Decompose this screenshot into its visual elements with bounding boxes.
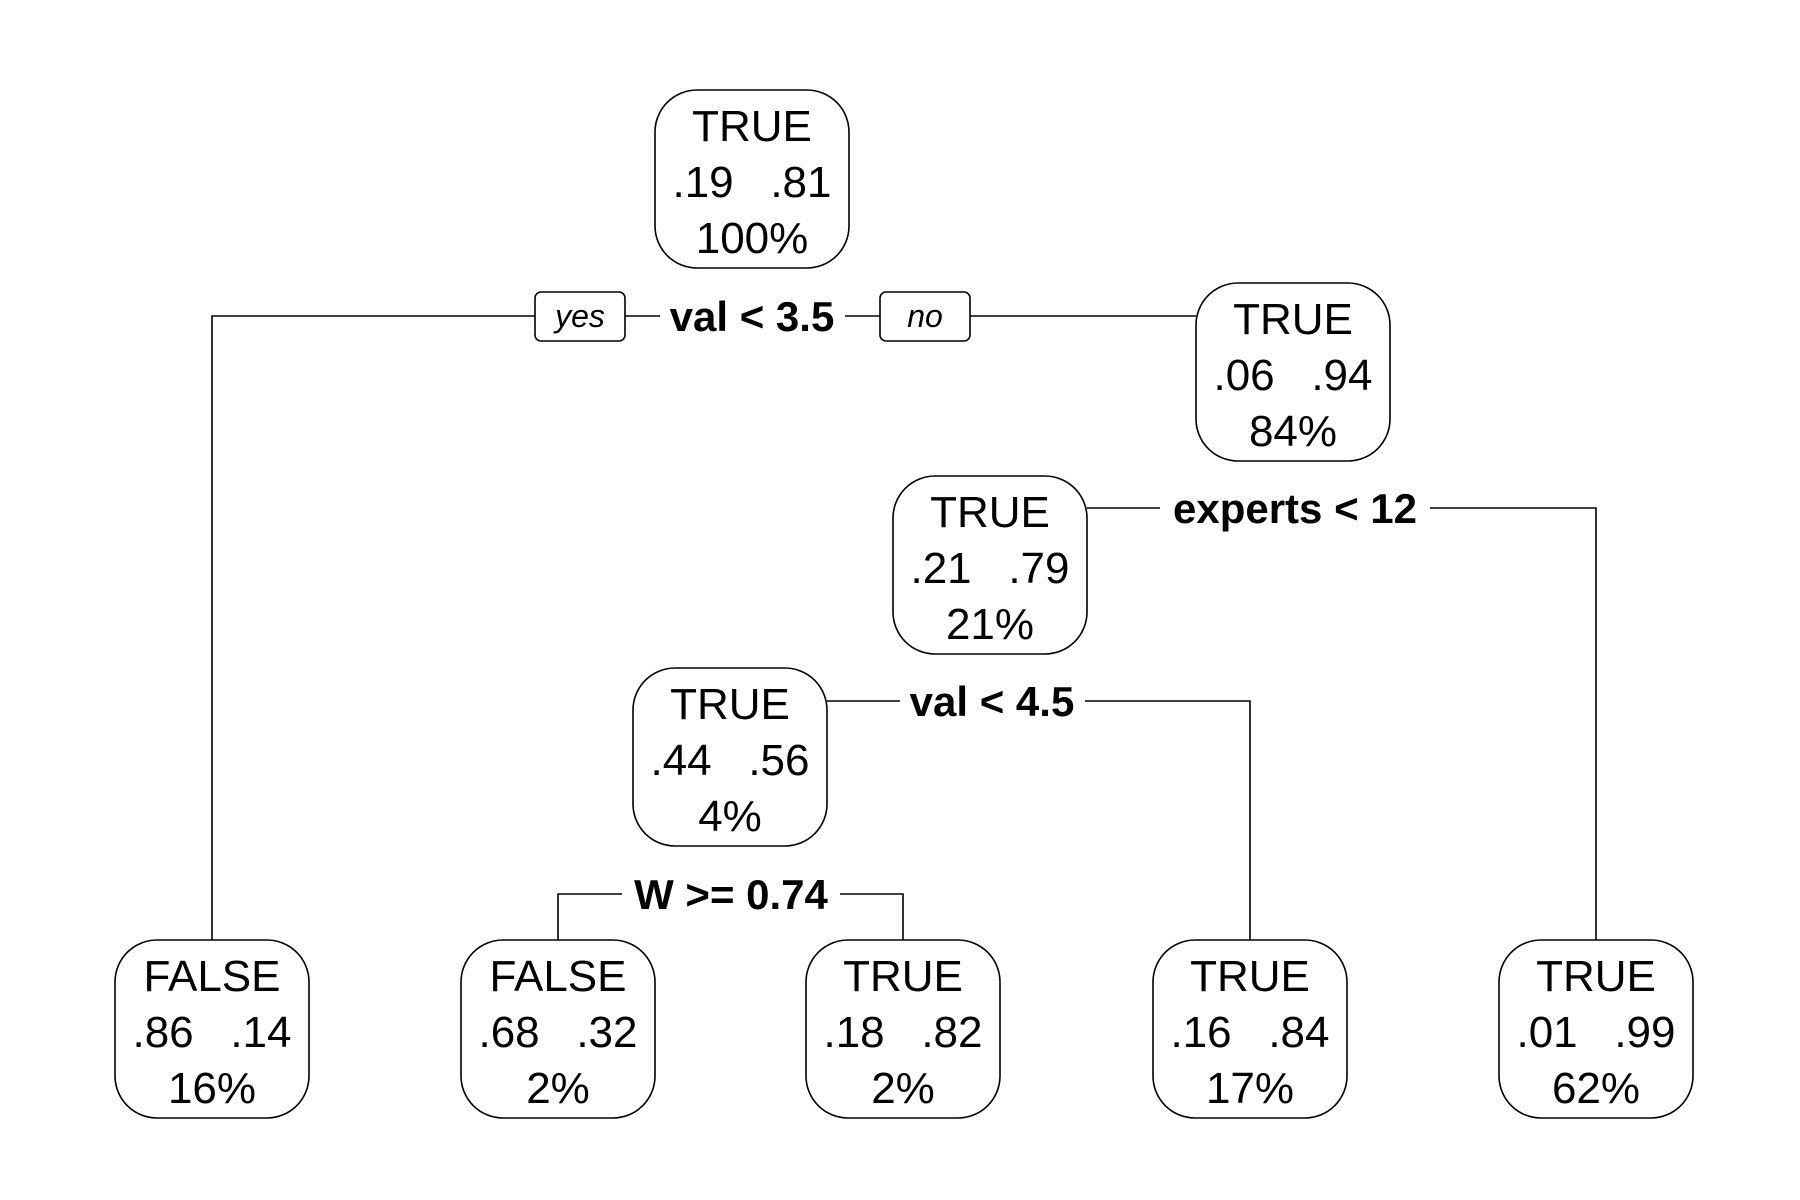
node-probs: .16 .84 <box>1170 1008 1329 1057</box>
svg-text:experts < 12: experts < 12 <box>1173 485 1417 532</box>
node-share: 2% <box>871 1064 935 1113</box>
leaf-node-25: TRUE .18 .82 2% <box>805 939 1001 1119</box>
edge-split2-right <box>1430 507 1597 940</box>
node-share: 16% <box>168 1064 256 1113</box>
node-class-label: TRUE <box>1536 952 1656 1001</box>
svg-text:val < 3.5: val < 3.5 <box>670 293 835 340</box>
node-class-label: TRUE <box>930 488 1050 537</box>
node-6: TRUE .21 .79 21% <box>892 475 1088 655</box>
edge-split3-right <box>1085 700 1251 940</box>
node-probs: .44 .56 <box>650 736 809 785</box>
tree-edges <box>211 315 1597 940</box>
split-label-experts-12: experts < 12 <box>1160 482 1430 534</box>
svg-text:val < 4.5: val < 4.5 <box>910 678 1075 725</box>
node-class-label: TRUE <box>670 680 790 729</box>
node-probs: .06 .94 <box>1213 351 1372 400</box>
node-probs: .18 .82 <box>823 1008 982 1057</box>
node-class-label: FALSE <box>490 952 627 1001</box>
node-class-label: TRUE <box>692 102 812 151</box>
node-3: TRUE .06 .94 84% <box>1195 282 1391 462</box>
node-class-label: TRUE <box>1233 295 1353 344</box>
leaf-node-2: FALSE .86 .14 16% <box>114 939 310 1119</box>
node-probs: .01 .99 <box>1516 1008 1675 1057</box>
node-share: 84% <box>1249 407 1337 456</box>
split-label-val-3-5: val < 3.5 <box>660 290 845 342</box>
svg-text:yes: yes <box>553 298 605 334</box>
node-probs: .86 .14 <box>132 1008 291 1057</box>
node-class-label: FALSE <box>144 952 281 1001</box>
node-probs: .21 .79 <box>910 544 1069 593</box>
branch-yes-box: yes <box>534 291 626 342</box>
node-share: 100% <box>696 214 809 263</box>
node-probs: .19 .81 <box>672 158 831 207</box>
node-share: 17% <box>1206 1064 1294 1113</box>
node-share: 2% <box>526 1064 590 1113</box>
split-label-w-0-74: W >= 0.74 <box>622 868 840 920</box>
node-class-label: TRUE <box>1190 952 1310 1001</box>
node-probs: .68 .32 <box>478 1008 637 1057</box>
leaf-node-24: FALSE .68 .32 2% <box>460 939 656 1119</box>
leaf-node-13: TRUE .16 .84 17% <box>1152 939 1348 1119</box>
edge-root-left <box>211 315 535 940</box>
leaf-node-7: TRUE .01 .99 62% <box>1498 939 1694 1119</box>
split-label-val-4-5: val < 4.5 <box>900 675 1085 727</box>
node-share: 62% <box>1552 1064 1640 1113</box>
node-share: 21% <box>946 600 1034 649</box>
node-class-label: TRUE <box>843 952 963 1001</box>
node-root: TRUE .19 .81 100% <box>654 89 850 269</box>
branch-no-box: no <box>879 291 971 342</box>
svg-text:W >= 0.74: W >= 0.74 <box>634 871 828 918</box>
svg-text:no: no <box>907 298 943 334</box>
node-share: 4% <box>698 792 762 841</box>
node-12: TRUE .44 .56 4% <box>632 667 828 847</box>
